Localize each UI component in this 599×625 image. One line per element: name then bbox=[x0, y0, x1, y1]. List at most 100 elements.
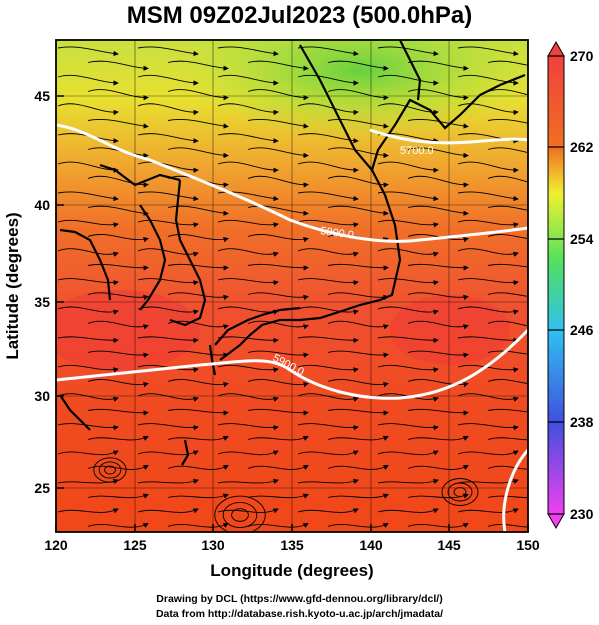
streamline bbox=[247, 147, 309, 159]
streamline bbox=[87, 89, 149, 101]
x-tick-label: 135 bbox=[280, 537, 304, 553]
streamline bbox=[87, 119, 149, 129]
x-tick-label: 125 bbox=[123, 537, 147, 553]
streamline bbox=[487, 437, 528, 441]
streamline bbox=[87, 263, 149, 271]
x-tick-label: 120 bbox=[44, 537, 68, 553]
streamline bbox=[87, 523, 149, 528]
streamline bbox=[247, 320, 309, 330]
streamline bbox=[57, 103, 119, 116]
streamline bbox=[217, 364, 279, 373]
streamline bbox=[487, 495, 528, 499]
streamline bbox=[297, 450, 359, 456]
streamline bbox=[377, 161, 439, 173]
streamline bbox=[137, 306, 199, 315]
streamline bbox=[87, 234, 149, 243]
streamline bbox=[87, 408, 149, 416]
colorbar: 270 262 254 246 238 230 bbox=[547, 40, 594, 530]
contour-label-5700: 5700.0 bbox=[400, 145, 434, 157]
streamline bbox=[167, 234, 229, 243]
streamline bbox=[407, 89, 469, 101]
colorbar-label: 270 bbox=[570, 48, 594, 64]
colorbar-label: 230 bbox=[570, 506, 594, 522]
streamline bbox=[87, 435, 149, 441]
streamline bbox=[297, 103, 359, 116]
contour-5900 bbox=[56, 328, 528, 400]
streamline bbox=[407, 263, 469, 271]
streamline bbox=[377, 219, 439, 228]
streamline bbox=[167, 263, 229, 271]
streamline bbox=[87, 350, 149, 358]
streamline bbox=[217, 423, 279, 431]
streamline bbox=[57, 364, 119, 373]
streamline bbox=[217, 450, 279, 456]
streamline bbox=[137, 133, 199, 144]
streamline bbox=[167, 379, 229, 388]
streamline bbox=[247, 493, 309, 499]
streamline bbox=[297, 278, 359, 286]
streamline bbox=[377, 364, 439, 373]
streamline bbox=[167, 292, 229, 301]
streamline bbox=[247, 350, 309, 358]
streamline bbox=[137, 478, 199, 485]
streamline bbox=[57, 336, 119, 344]
streamline bbox=[407, 292, 469, 301]
streamline bbox=[87, 320, 149, 330]
streamline bbox=[407, 350, 469, 358]
streamline bbox=[217, 278, 279, 286]
streamline bbox=[167, 60, 229, 71]
streamline bbox=[217, 393, 279, 402]
streamline bbox=[327, 350, 389, 358]
colorbar-label: 246 bbox=[570, 322, 594, 338]
streamline bbox=[217, 133, 279, 144]
streamline bbox=[327, 379, 389, 388]
streamline bbox=[487, 147, 528, 154]
streamline bbox=[217, 191, 279, 202]
streamline bbox=[87, 205, 149, 216]
streamline bbox=[377, 74, 439, 86]
grid-lines bbox=[56, 40, 528, 532]
streamline bbox=[327, 465, 389, 471]
streamline bbox=[167, 408, 229, 416]
streamline bbox=[377, 478, 439, 485]
contour-5700 bbox=[369, 128, 528, 145]
streamline bbox=[87, 60, 149, 71]
streamline bbox=[167, 465, 229, 471]
streamline bbox=[407, 408, 469, 416]
streamline bbox=[457, 508, 519, 514]
streamline bbox=[297, 393, 359, 402]
streamline bbox=[247, 292, 309, 301]
streamline bbox=[87, 147, 149, 159]
streamline bbox=[87, 379, 149, 388]
streamline bbox=[487, 175, 528, 183]
y-tick-label: 30 bbox=[34, 388, 50, 404]
streamline bbox=[487, 205, 528, 211]
streamline bbox=[487, 263, 528, 268]
streamline bbox=[457, 46, 519, 57]
streamline bbox=[327, 435, 389, 441]
streamline bbox=[407, 205, 469, 216]
colorbar-label: 254 bbox=[570, 231, 594, 247]
streamline bbox=[327, 119, 389, 129]
colorbar-label: 262 bbox=[570, 139, 594, 155]
streamline bbox=[487, 119, 528, 124]
streamline bbox=[137, 423, 199, 431]
height-contours bbox=[56, 123, 528, 532]
streamline bbox=[57, 423, 119, 431]
streamline bbox=[57, 219, 119, 228]
streamline bbox=[137, 74, 199, 86]
streamline bbox=[487, 524, 528, 528]
streamline bbox=[327, 147, 389, 159]
streamline bbox=[297, 423, 359, 431]
streamline bbox=[487, 408, 528, 413]
streamline bbox=[247, 60, 309, 71]
colorbar-min-arrow bbox=[547, 513, 565, 530]
streamline bbox=[57, 46, 119, 57]
streamline bbox=[327, 408, 389, 416]
vortex bbox=[104, 465, 116, 475]
streamline bbox=[167, 205, 229, 216]
colorbar-max-arrow bbox=[547, 40, 565, 57]
credit-data: Data from http://database.rish.kyoto-u.a… bbox=[155, 608, 444, 620]
vortex bbox=[441, 478, 479, 506]
streamline bbox=[167, 493, 229, 499]
